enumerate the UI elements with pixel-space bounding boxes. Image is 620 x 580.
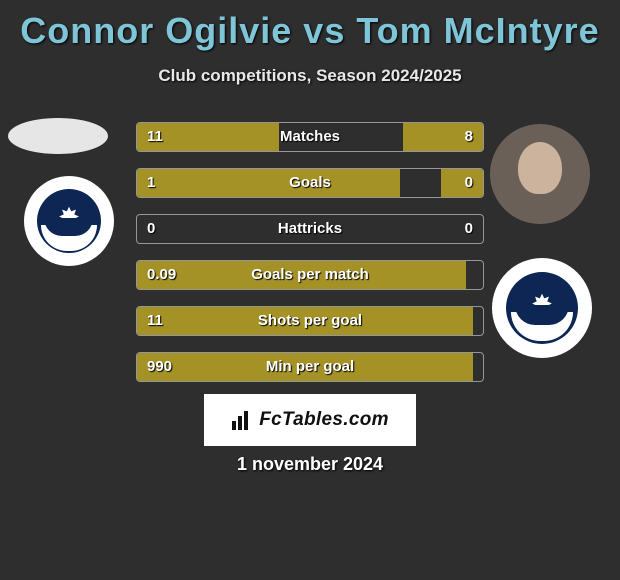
- player-left-crest: ✸: [24, 176, 114, 266]
- stat-value-right: 0: [465, 215, 473, 244]
- page-subtitle: Club competitions, Season 2024/2025: [0, 66, 620, 86]
- stat-label: Hattricks: [137, 215, 483, 244]
- fctables-watermark: FcTables.com: [204, 394, 416, 446]
- stat-row: 1Goals0: [136, 168, 484, 198]
- stat-label: Shots per goal: [137, 307, 483, 336]
- player-right-avatar: [490, 124, 590, 224]
- stat-row: 0.09Goals per match: [136, 260, 484, 290]
- bars-icon: [231, 409, 253, 431]
- date-label: 1 november 2024: [0, 454, 620, 475]
- stat-label: Min per goal: [137, 353, 483, 382]
- stat-value-right: 0: [465, 169, 473, 198]
- stat-label: Matches: [137, 123, 483, 152]
- stat-bar-list: 11Matches81Goals00Hattricks00.09Goals pe…: [136, 122, 484, 398]
- stat-value-right: 8: [465, 123, 473, 152]
- player-left-avatar: [8, 118, 108, 154]
- stat-row: 11Matches8: [136, 122, 484, 152]
- page-title: Connor Ogilvie vs Tom McIntyre: [0, 0, 620, 52]
- stat-row: 0Hattricks0: [136, 214, 484, 244]
- stat-row: 990Min per goal: [136, 352, 484, 382]
- player-right-crest: ✸: [492, 258, 592, 358]
- stat-label: Goals: [137, 169, 483, 198]
- stat-row: 11Shots per goal: [136, 306, 484, 336]
- fctables-label: FcTables.com: [259, 409, 389, 431]
- portsmouth-crest-icon: ✸: [506, 272, 578, 344]
- stat-label: Goals per match: [137, 261, 483, 290]
- portsmouth-crest-icon: ✸: [37, 189, 102, 254]
